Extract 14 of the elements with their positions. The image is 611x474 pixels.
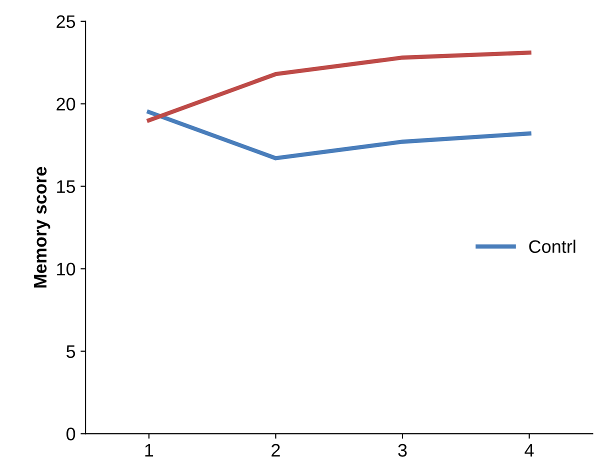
x-tick-label: 3 bbox=[398, 444, 407, 457]
x-tick-label: 1 bbox=[145, 444, 154, 457]
y-tick-label: 0 bbox=[66, 428, 76, 440]
x-tick-label: 2 bbox=[272, 444, 280, 457]
y-tick-label: 5 bbox=[66, 345, 76, 358]
y-axis-title: Memory score bbox=[34, 166, 50, 288]
y-tick-label: 25 bbox=[56, 15, 76, 28]
y-tick-label: 20 bbox=[56, 98, 76, 111]
x-tick-label: 4 bbox=[524, 444, 534, 457]
legend-label: Contrl bbox=[529, 240, 576, 253]
y-tick-label: 10 bbox=[57, 262, 76, 276]
line-series bbox=[146, 110, 532, 160]
y-tick-label: 15 bbox=[57, 180, 76, 193]
line-series bbox=[146, 50, 532, 122]
